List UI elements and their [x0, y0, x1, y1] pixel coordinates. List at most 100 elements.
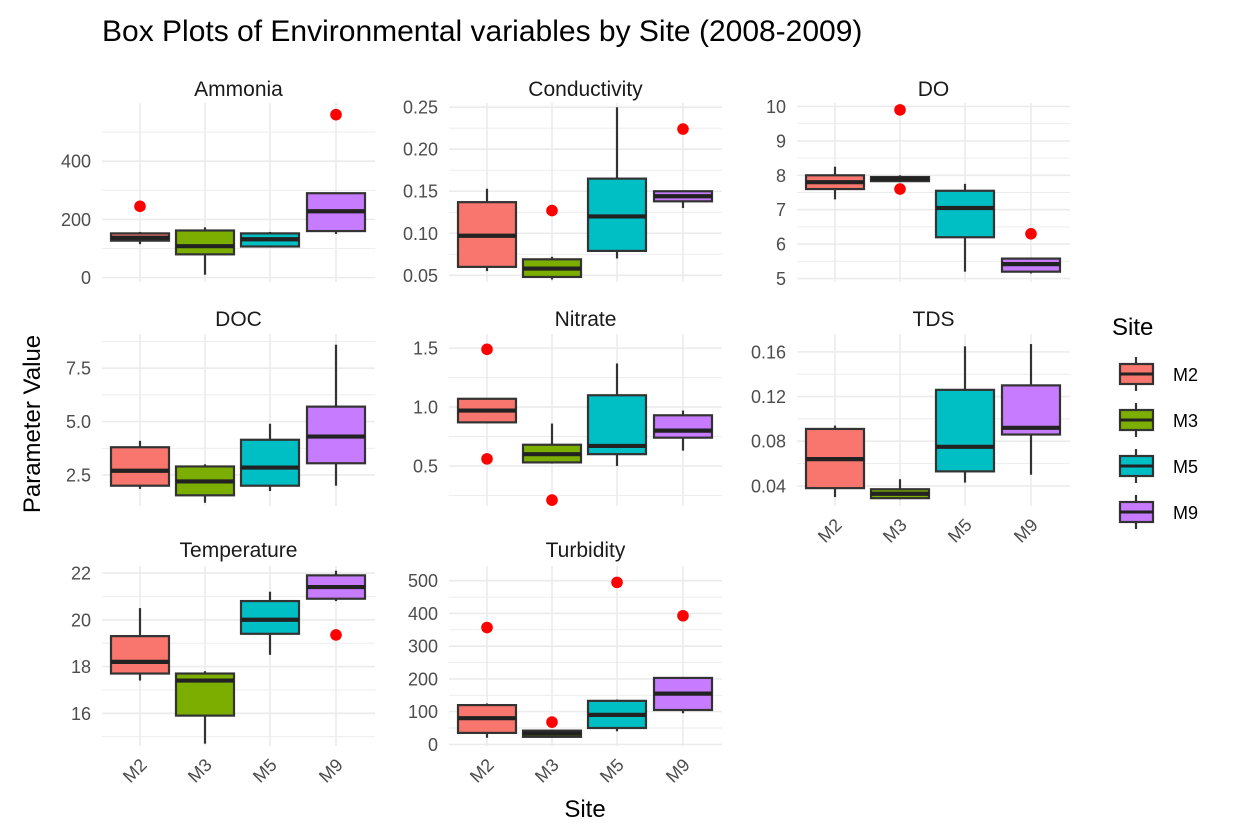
- box-temperature-m5: [239, 591, 301, 655]
- box-tds-m3: [869, 479, 931, 500]
- y-tick-label: 0: [428, 735, 438, 755]
- box-do-m3: [869, 104, 931, 195]
- box-do-m9: [1000, 228, 1062, 274]
- outlier-point: [1025, 228, 1037, 240]
- y-tick-label: 18: [71, 657, 91, 677]
- box-doc-m9: [305, 344, 367, 486]
- y-tick-label: 200: [61, 210, 91, 230]
- x-tick-label: M3: [531, 755, 563, 787]
- box-temperature-m3: [174, 671, 236, 744]
- facet-title-nitrate: Nitrate: [555, 308, 617, 331]
- facet-title-do: DO: [918, 78, 950, 101]
- x-tick-label: M2: [814, 515, 846, 547]
- legend-label-m5: M5: [1173, 457, 1198, 477]
- box-temperature-m9: [305, 570, 367, 641]
- box-do-m2: [804, 166, 866, 200]
- box-conductivity-m9: [652, 123, 714, 209]
- y-axis-title: Parameter Value: [19, 335, 46, 513]
- x-tick-label: M2: [466, 755, 498, 787]
- facet-title-conductivity: Conductivity: [528, 78, 643, 101]
- legend-label-m9: M9: [1173, 503, 1198, 523]
- x-axis-title: Site: [564, 796, 605, 823]
- box-doc-m2: [109, 440, 171, 489]
- y-tick-label: 5: [776, 269, 786, 289]
- box-iqr: [239, 599, 301, 635]
- box-nitrate-m3: [521, 423, 583, 506]
- outlier-point: [546, 494, 558, 506]
- box-turbidity-m9: [652, 609, 714, 714]
- facet-temperature: Temperature 16 18 20 22 M2 M3 M5 M9: [71, 539, 375, 787]
- outlier-point: [330, 108, 342, 121]
- y-tick-label: 0.5: [413, 456, 438, 476]
- box-tds-m9: [1000, 344, 1062, 475]
- box-iqr: [109, 635, 171, 675]
- y-tick-label: 7.5: [66, 359, 91, 379]
- box-ammonia-m2: [109, 200, 171, 245]
- outlier-point: [481, 453, 493, 465]
- box-conductivity-m2: [456, 188, 518, 272]
- facet-title-turbidity: Turbidity: [546, 539, 626, 562]
- facet-ammonia: Ammonia 0 200 400: [61, 78, 375, 288]
- box-doc-m5: [239, 423, 301, 492]
- x-tick-label: M3: [184, 755, 216, 787]
- y-tick-label: 1.5: [413, 339, 438, 359]
- outlier-point: [330, 629, 342, 641]
- y-tick-label: 100: [408, 702, 438, 722]
- box-nitrate-m5: [586, 363, 648, 466]
- box-ammonia-m3: [174, 227, 236, 275]
- box-doc-m3: [174, 464, 236, 503]
- outlier-point: [677, 123, 689, 135]
- box-nitrate-m9: [652, 410, 714, 451]
- box-iqr: [239, 438, 301, 487]
- outlier-point: [546, 716, 558, 728]
- box-tds-m5: [934, 346, 996, 483]
- box-do-m5: [934, 183, 996, 272]
- x-tick-label: M9: [662, 755, 694, 787]
- outlier-point: [481, 343, 493, 356]
- box-nitrate-m2: [456, 343, 518, 465]
- y-tick-label: 0.10: [403, 224, 438, 244]
- y-tick-label: 7: [776, 200, 786, 220]
- facet-title-ammonia: Ammonia: [194, 78, 283, 101]
- facet-do: DO 5 6 7 8 9 10: [766, 78, 1070, 289]
- legend-key-m2: M2: [1118, 357, 1198, 391]
- box-iqr: [652, 414, 714, 439]
- legend-label-m3: M3: [1173, 411, 1198, 431]
- outlier-point: [134, 200, 146, 213]
- facet-nitrate: Nitrate 0.5 1.0 1.5: [413, 308, 722, 506]
- y-tick-label: 0.12: [751, 387, 786, 407]
- legend-title: Site: [1112, 314, 1153, 341]
- box-turbidity-m3: [521, 716, 583, 738]
- y-tick-label: 0: [81, 268, 91, 288]
- outlier-point: [481, 621, 493, 634]
- facet-tds: TDS 0.04 0.08 0.12 0.16 M2 M3 M5 M9: [751, 308, 1070, 547]
- x-tick-label: M9: [315, 755, 347, 787]
- legend: Site M2 M3 M5 M9: [1112, 314, 1198, 529]
- legend-key-m9: M9: [1118, 495, 1198, 529]
- chart-title: Box Plots of Environmental variables by …: [102, 15, 862, 48]
- y-tick-label: 0.08: [751, 432, 786, 452]
- outlier-point: [611, 576, 623, 589]
- box-iqr: [174, 229, 236, 256]
- y-tick-label: 20: [71, 610, 91, 630]
- box-iqr: [934, 189, 996, 239]
- box-conductivity-m3: [521, 204, 583, 280]
- facet-conductivity: Conductivity 0.05 0.10 0.15 0.20 0.25: [403, 78, 722, 286]
- outlier-point: [894, 183, 906, 195]
- box-conductivity-m5: [586, 107, 648, 259]
- box-iqr: [934, 388, 996, 473]
- y-tick-label: 2.5: [66, 466, 91, 486]
- x-tick-label: M9: [1010, 515, 1042, 547]
- x-tick-label: M3: [879, 515, 911, 547]
- y-tick-label: 0.20: [403, 140, 438, 160]
- legend-key-m5: M5: [1118, 449, 1198, 483]
- y-tick-label: 0.25: [403, 98, 438, 118]
- x-tick-label: M2: [119, 755, 151, 787]
- box-ammonia-m5: [239, 231, 301, 248]
- y-tick-label: 500: [408, 571, 438, 591]
- y-tick-label: 10: [766, 97, 786, 117]
- x-tick-label: M5: [596, 755, 628, 787]
- y-tick-label: 16: [71, 704, 91, 724]
- y-tick-label: 400: [61, 152, 91, 172]
- y-tick-label: 300: [408, 637, 438, 657]
